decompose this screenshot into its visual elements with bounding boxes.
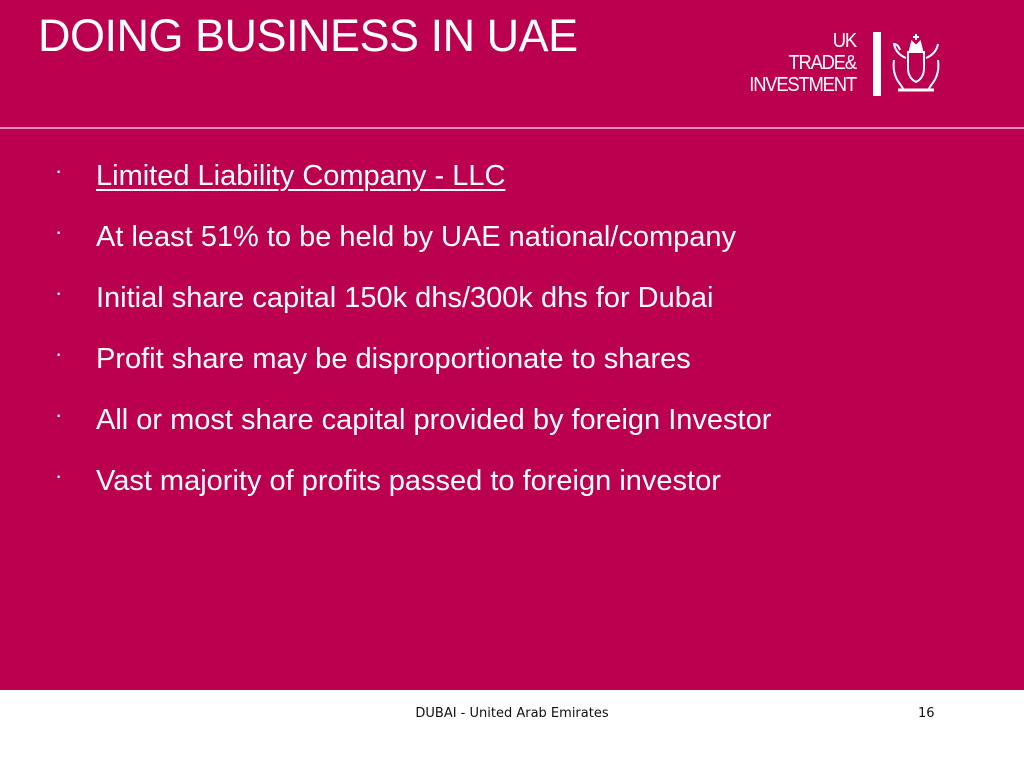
logo-text: UK TRADE& INVESTMENT [749,30,858,96]
royal-coat-of-arms-icon [892,34,940,92]
bullet-marker: · [55,219,63,244]
bullet-marker: · [55,341,63,366]
bullet-text: Limited Liability Company - LLC [96,160,506,192]
logo-line: TRADE& [788,52,858,74]
footer-text: DUBAI - United Arab Emirates [415,706,609,721]
bullet-text: Profit share may be disproportionate to … [96,343,691,375]
logo-line: UK [832,30,857,52]
bullet-marker: · [55,158,63,183]
bullet-marker: · [55,463,63,488]
bullet-text: All or most share capital provided by fo… [96,404,772,436]
bullet-text: Vast majority of profits passed to forei… [96,465,721,497]
title-divider [0,127,1024,129]
uk-trade-investment-logo: UK TRADE& INVESTMENT [736,30,946,100]
bullet-text: At least 51% to be held by UAE national/… [96,221,736,253]
page-number: 16 [918,706,935,721]
logo-divider [873,32,881,96]
bullet-text: Initial share capital 150k dhs/300k dhs … [96,282,714,314]
bullet-marker: · [55,402,63,427]
slide: DOING BUSINESS IN UAE UK TRADE& INVESTME… [0,0,1024,690]
bullet-marker: · [55,280,63,305]
slide-title: DOING BUSINESS IN UAE [38,10,578,61]
logo-line: INVESTMENT [749,74,857,96]
